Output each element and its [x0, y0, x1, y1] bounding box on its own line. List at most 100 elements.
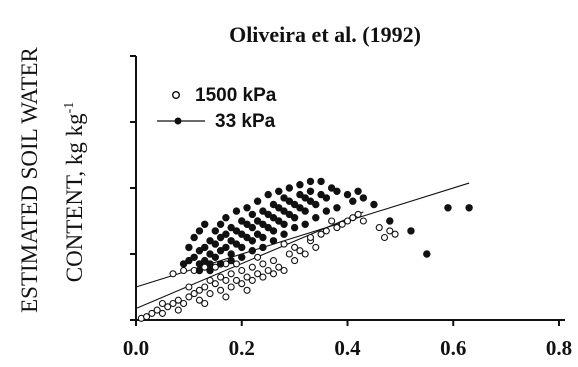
point-1500-kpa — [174, 306, 182, 314]
x-tick-label: 0.6 — [440, 336, 466, 360]
x-tick-label: 0.8 — [546, 336, 572, 360]
point-1500-kpa — [338, 220, 346, 228]
point-1500-kpa — [349, 214, 357, 222]
point-33-kpa — [248, 247, 257, 255]
point-1500-kpa — [153, 306, 161, 314]
point-1500-kpa — [174, 296, 182, 304]
point-1500-kpa — [232, 276, 241, 284]
point-1500-kpa — [232, 260, 241, 268]
point-33-kpa — [275, 204, 283, 212]
point-33-kpa — [248, 210, 257, 219]
point-1500-kpa — [248, 276, 256, 284]
point-33-kpa — [201, 256, 209, 265]
point-33-kpa — [269, 214, 278, 222]
point-1500-kpa — [359, 217, 367, 225]
point-33-kpa — [322, 194, 331, 202]
x-tick-label: 0.2 — [229, 336, 255, 360]
point-1500-kpa — [211, 263, 219, 271]
point-33-kpa — [216, 260, 225, 268]
point-33-kpa — [238, 243, 246, 252]
point-33-kpa — [211, 240, 220, 248]
point-33-kpa — [227, 223, 235, 232]
point-33-kpa — [333, 187, 341, 196]
point-1500-kpa — [211, 280, 219, 288]
point-1500-kpa — [206, 276, 214, 284]
point-1500-kpa — [264, 266, 272, 275]
point-1500-kpa — [158, 299, 166, 308]
point-33-kpa — [290, 223, 299, 232]
y-axis-label-line1: ESTIMATED SOIL WATER — [17, 46, 42, 312]
point-1500-kpa — [201, 299, 209, 308]
point-33-kpa — [317, 190, 325, 199]
legend-label-1500-kpa: 1500 kPa — [195, 85, 277, 106]
point-33-kpa — [259, 220, 267, 229]
point-33-kpa — [238, 217, 246, 225]
point-33-kpa — [206, 237, 214, 245]
point-33-kpa — [227, 256, 235, 265]
point-1500-kpa — [222, 276, 230, 284]
point-33-kpa — [296, 190, 304, 199]
point-33-kpa — [301, 194, 309, 202]
point-1500-kpa — [227, 270, 235, 278]
point-33-kpa — [227, 250, 235, 258]
point-33-kpa — [280, 230, 288, 238]
point-33-kpa — [238, 230, 246, 238]
point-33-kpa — [280, 220, 288, 229]
point-1500-kpa — [375, 224, 383, 232]
point-33-kpa — [317, 177, 325, 186]
point-33-kpa — [386, 217, 394, 225]
point-33-kpa — [195, 227, 204, 235]
point-33-kpa — [275, 187, 283, 196]
point-33-kpa — [290, 200, 299, 209]
x-tick-label: 0.0 — [123, 336, 149, 360]
point-33-kpa — [243, 233, 251, 242]
point-33-kpa — [343, 190, 352, 199]
point-33-kpa — [232, 207, 241, 215]
point-33-kpa — [248, 237, 257, 245]
point-1500-kpa — [169, 270, 177, 278]
point-1500-kpa — [280, 240, 288, 248]
point-1500-kpa — [322, 227, 330, 235]
point-1500-kpa — [243, 286, 251, 294]
point-1500-kpa — [269, 270, 278, 278]
point-33-kpa — [306, 187, 315, 196]
y-axis-label-sup: -1 — [62, 102, 77, 114]
point-1500-kpa — [312, 243, 320, 251]
point-33-kpa — [301, 220, 309, 229]
point-33-kpa — [248, 223, 257, 232]
point-33-kpa — [195, 266, 204, 275]
point-33-kpa — [296, 204, 304, 212]
point-33-kpa — [206, 266, 214, 275]
point-1500-kpa — [227, 283, 235, 291]
point-33-kpa — [201, 243, 209, 252]
point-33-kpa — [465, 204, 473, 212]
point-33-kpa — [285, 210, 294, 219]
point-1500-kpa — [248, 263, 256, 271]
point-1500-kpa — [180, 299, 188, 308]
point-1500-kpa — [391, 230, 399, 238]
legend-label-33-kpa: 33 kPa — [215, 111, 276, 132]
point-33-kpa — [290, 214, 299, 222]
point-33-kpa — [243, 204, 251, 212]
point-1500-kpa — [333, 224, 341, 232]
point-33-kpa — [269, 237, 278, 245]
point-33-kpa — [301, 207, 309, 215]
point-1500-kpa — [386, 227, 394, 235]
point-1500-kpa — [158, 309, 166, 317]
point-33-kpa — [269, 200, 278, 209]
point-1500-kpa — [285, 250, 293, 258]
point-33-kpa — [407, 227, 415, 235]
point-33-kpa — [195, 247, 204, 255]
point-33-kpa — [296, 181, 304, 189]
point-33-kpa — [280, 194, 288, 202]
point-33-kpa — [264, 190, 272, 199]
point-33-kpa — [275, 217, 283, 225]
point-33-kpa — [201, 220, 209, 229]
point-33-kpa — [216, 247, 225, 255]
point-33-kpa — [359, 194, 368, 202]
point-1500-kpa — [259, 260, 267, 268]
point-33-kpa — [444, 204, 452, 212]
point-1500-kpa — [354, 210, 362, 218]
point-33-kpa — [206, 250, 214, 258]
point-1500-kpa — [269, 257, 278, 265]
